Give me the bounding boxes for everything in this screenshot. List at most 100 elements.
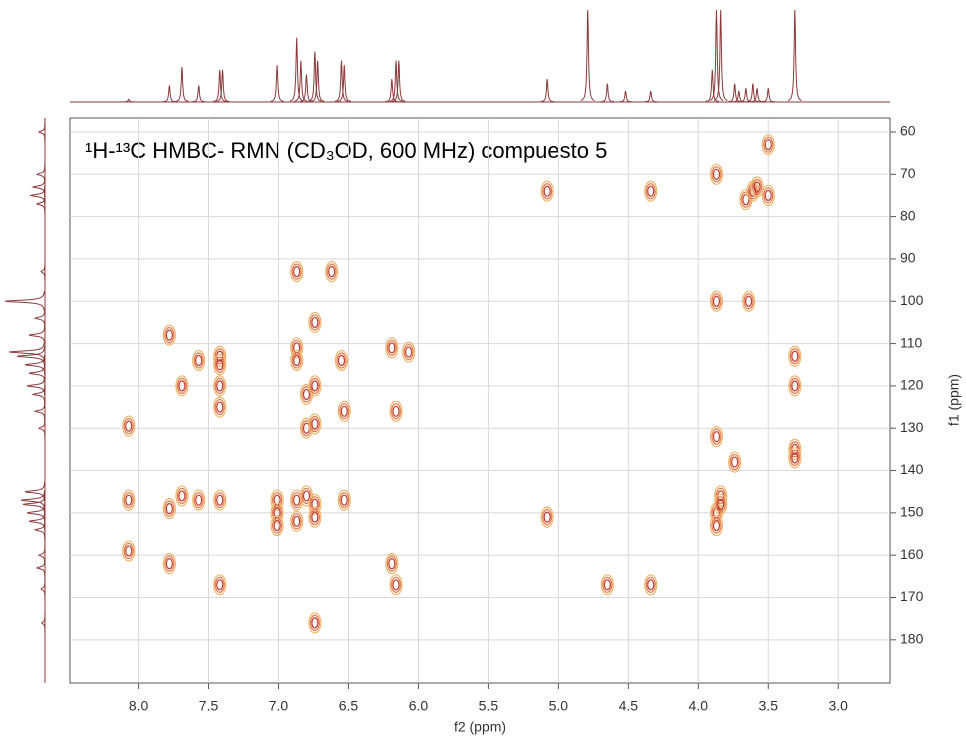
cross-peak bbox=[788, 375, 802, 397]
x-tick-label: 6.5 bbox=[339, 698, 359, 714]
cross-peak bbox=[122, 540, 136, 562]
top-peak bbox=[644, 90, 658, 103]
cross-peak bbox=[308, 506, 322, 528]
contour bbox=[270, 514, 284, 537]
contour bbox=[164, 500, 175, 517]
x-tick-label: 7.5 bbox=[199, 698, 219, 714]
y-tick-label: 70 bbox=[900, 165, 916, 181]
contour bbox=[214, 356, 225, 373]
contour bbox=[270, 489, 284, 511]
left-peak bbox=[33, 519, 46, 540]
contour bbox=[711, 517, 722, 534]
x-tick-label: 4.0 bbox=[689, 698, 709, 714]
cross-peak bbox=[175, 375, 189, 397]
cross-peak bbox=[788, 345, 802, 367]
contour bbox=[328, 266, 336, 278]
contour bbox=[165, 329, 173, 341]
contour bbox=[308, 612, 322, 634]
contour bbox=[739, 189, 753, 211]
y-tick-label: 120 bbox=[900, 377, 924, 393]
contour bbox=[386, 555, 397, 572]
contour bbox=[164, 555, 175, 572]
top-peak bbox=[334, 60, 349, 102]
contour bbox=[403, 343, 414, 361]
contour bbox=[213, 574, 227, 596]
contour bbox=[789, 441, 800, 458]
cross-peak bbox=[122, 489, 136, 511]
contour bbox=[311, 316, 319, 329]
contour bbox=[709, 290, 724, 312]
contour bbox=[542, 508, 553, 526]
contour bbox=[125, 420, 133, 432]
contour bbox=[311, 617, 319, 629]
contour bbox=[271, 517, 283, 534]
x-tick-label: 3.5 bbox=[759, 698, 779, 714]
left-peak bbox=[35, 557, 46, 578]
top-peak bbox=[391, 60, 406, 102]
contour bbox=[164, 327, 175, 344]
y-tick-label: 80 bbox=[900, 207, 916, 223]
cross-peak bbox=[750, 176, 764, 198]
cross-peak bbox=[337, 489, 351, 511]
cross-peak bbox=[270, 514, 284, 537]
cross-peak bbox=[742, 290, 756, 312]
top-peak bbox=[308, 51, 322, 102]
contour bbox=[193, 492, 204, 509]
contour bbox=[165, 558, 173, 570]
contour bbox=[791, 350, 799, 362]
contour bbox=[764, 189, 772, 202]
left-peak bbox=[35, 193, 46, 215]
cross-peak bbox=[213, 396, 227, 418]
contour bbox=[540, 180, 554, 202]
contour bbox=[788, 438, 802, 460]
contour bbox=[291, 263, 302, 280]
x-tick-label: 3.0 bbox=[828, 698, 848, 714]
cross-peak bbox=[290, 349, 304, 372]
top-peak bbox=[162, 85, 177, 103]
contour bbox=[214, 377, 225, 394]
top-peak bbox=[728, 83, 742, 103]
contour bbox=[213, 489, 227, 511]
contour bbox=[216, 579, 224, 591]
contour bbox=[291, 513, 302, 530]
left-peak bbox=[33, 401, 46, 422]
y-tick-label: 90 bbox=[900, 250, 916, 266]
contour bbox=[728, 451, 742, 473]
contour bbox=[162, 553, 176, 575]
contour bbox=[715, 487, 726, 505]
contour bbox=[216, 401, 224, 413]
contour bbox=[270, 502, 284, 524]
contour bbox=[389, 574, 403, 596]
cross-peak bbox=[788, 447, 802, 469]
top-peak bbox=[389, 60, 403, 102]
cross-peak bbox=[213, 489, 227, 511]
contour bbox=[291, 352, 302, 369]
contour bbox=[293, 515, 301, 527]
contour bbox=[290, 349, 304, 372]
top-peak bbox=[122, 98, 136, 103]
contour bbox=[789, 348, 800, 365]
cross-peak bbox=[709, 426, 724, 448]
cross-peak bbox=[290, 510, 304, 532]
contour bbox=[178, 490, 186, 502]
cross-peak bbox=[709, 514, 724, 537]
contour bbox=[791, 380, 799, 392]
contour bbox=[600, 574, 614, 596]
contour bbox=[302, 490, 311, 502]
contour bbox=[402, 341, 416, 363]
left-peak bbox=[31, 176, 46, 198]
contour bbox=[647, 185, 655, 197]
y-tick-label: 110 bbox=[900, 334, 923, 350]
top-peak bbox=[713, 9, 728, 102]
y-tick-label: 150 bbox=[900, 504, 924, 520]
contour bbox=[213, 375, 227, 397]
contour bbox=[714, 493, 728, 516]
contour bbox=[543, 185, 551, 197]
contour bbox=[714, 485, 728, 507]
contour bbox=[302, 388, 311, 400]
y-tick-label: 60 bbox=[900, 123, 916, 139]
contour bbox=[123, 418, 134, 435]
cross-peak bbox=[709, 290, 724, 312]
contour bbox=[293, 266, 301, 278]
